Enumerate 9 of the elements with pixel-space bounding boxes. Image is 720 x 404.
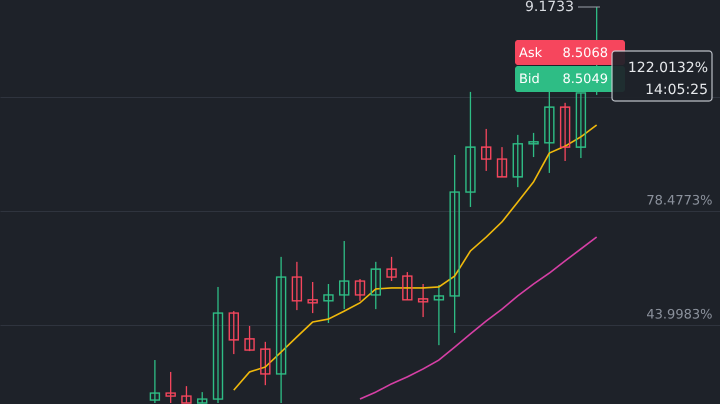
annotation: Bid <box>519 72 540 87</box>
annotation: 8.5049 <box>562 72 608 87</box>
annotation: 8.5068 <box>562 46 608 61</box>
y-tick-label: 43.9983% <box>646 307 712 322</box>
y-tick-label: 78.4773% <box>646 194 712 208</box>
annotation: 9.1733 <box>525 0 574 15</box>
annotation: Ask <box>519 46 543 61</box>
text: 122.0132% <box>628 60 708 76</box>
text: 14:05:25 <box>645 82 708 98</box>
